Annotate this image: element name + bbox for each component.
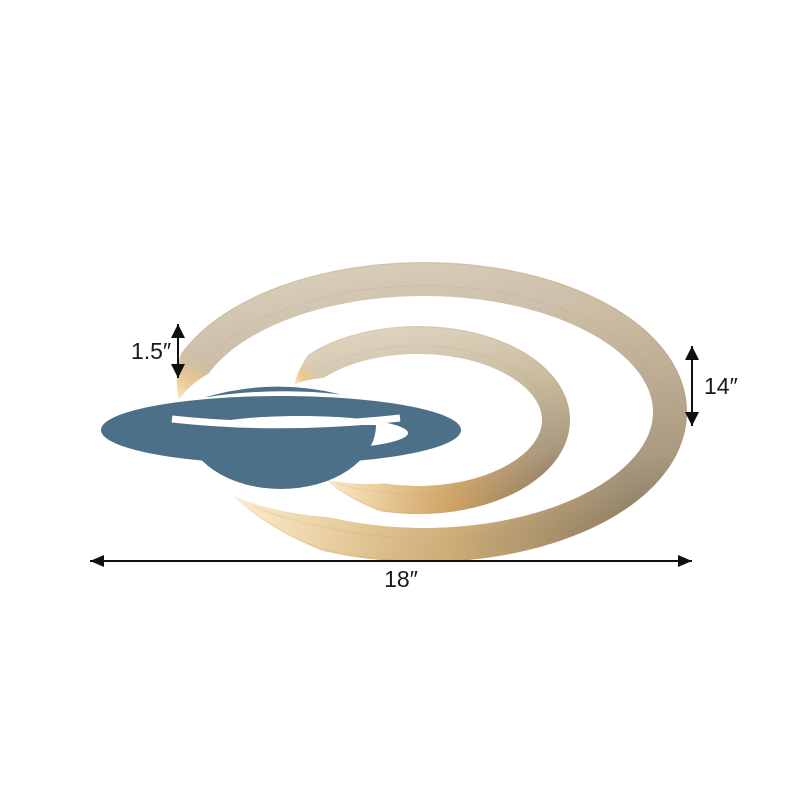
svg-text:1.5″: 1.5″ <box>131 338 171 364</box>
svg-text:18″: 18″ <box>384 566 418 592</box>
svg-text:14″: 14″ <box>704 373 738 399</box>
